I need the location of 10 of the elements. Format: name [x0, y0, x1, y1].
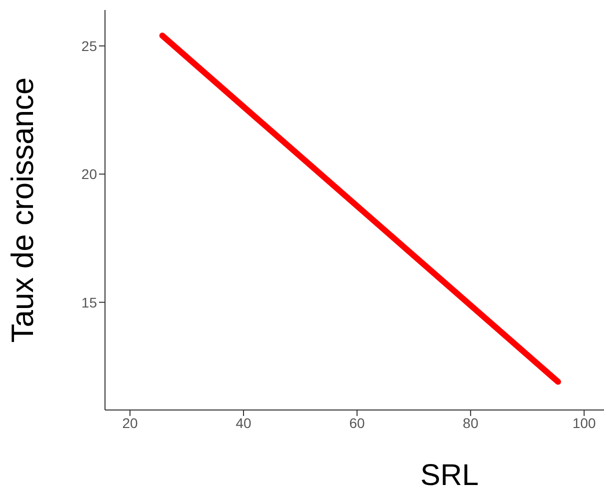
x-tick-label: 20	[122, 414, 138, 431]
x-tick-label: 60	[349, 414, 366, 431]
y-tick-label: 25	[81, 38, 98, 54]
y-tick-label: 15	[81, 294, 98, 310]
x-tick-label: 40	[236, 414, 252, 431]
y-axis-title: Taux de croissance	[5, 77, 40, 343]
x-tick-label: 100	[572, 414, 596, 431]
x-tick-label: 80	[462, 414, 479, 431]
x-axis-title: SRL	[420, 459, 479, 492]
y-tick-label: 20	[81, 166, 98, 182]
